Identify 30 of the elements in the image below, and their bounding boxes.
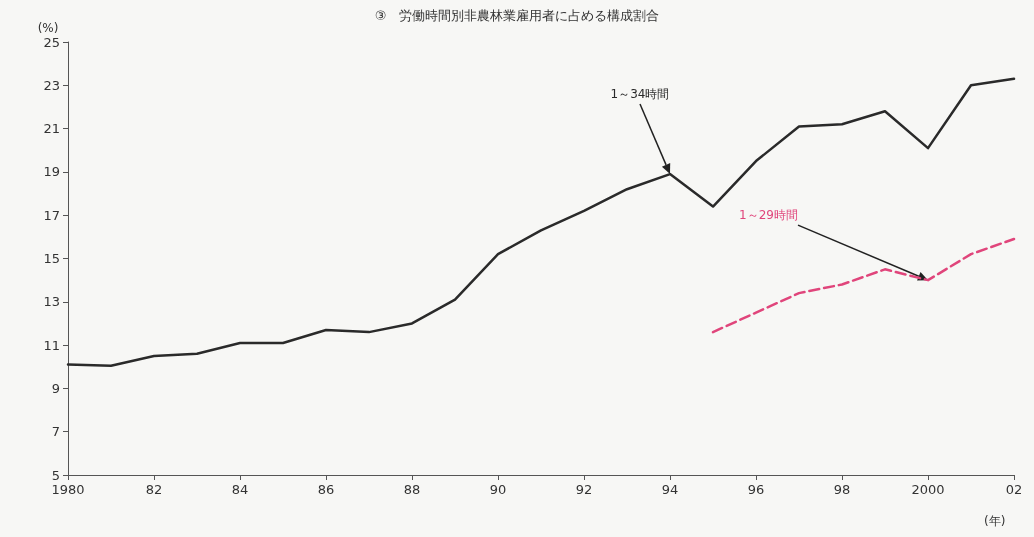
text: 1～29時間 xyxy=(739,208,798,223)
x-tick-label: 98 xyxy=(833,482,851,497)
x-tick-label: 88 xyxy=(403,482,421,497)
x-tick-label: 2000 xyxy=(911,482,945,497)
text: 1～34時間 xyxy=(610,87,670,102)
y-tick-label: 17 xyxy=(43,207,60,223)
x-tick-label: 84 xyxy=(231,482,249,497)
y-tick-label: 15 xyxy=(43,251,60,266)
x-tick-label: 94 xyxy=(661,482,679,497)
y-tick-label: 11 xyxy=(43,337,60,353)
y-tick-label: 7 xyxy=(51,424,60,440)
y-tick-label: 25 xyxy=(43,34,60,50)
y-tick-label: 19 xyxy=(43,164,60,180)
y-tick-label: 23 xyxy=(43,77,60,93)
x-axis-title: (年) xyxy=(984,514,1006,528)
x-tick-label: 96 xyxy=(747,482,765,497)
x-tick-label: 1980 xyxy=(51,482,85,497)
y-tick-label: 9 xyxy=(51,380,60,396)
x-tick-label: 86 xyxy=(317,482,335,497)
line-series xyxy=(66,77,1016,367)
y-tick-label: 13 xyxy=(43,294,60,310)
y-tick-label: 5 xyxy=(51,467,60,483)
y-tick-label: 21 xyxy=(43,121,60,137)
chart-title: ③ 労働時間別非農林業雇用者に占める構成割合 xyxy=(374,8,660,23)
x-tick-label: 90 xyxy=(489,482,507,497)
x-tick-label: 02 xyxy=(1005,482,1023,497)
x-tick-label: 82 xyxy=(145,482,163,497)
line-series xyxy=(711,237,1016,334)
y-axis-title: (%) xyxy=(37,21,59,35)
x-tick-label: 92 xyxy=(575,482,593,497)
